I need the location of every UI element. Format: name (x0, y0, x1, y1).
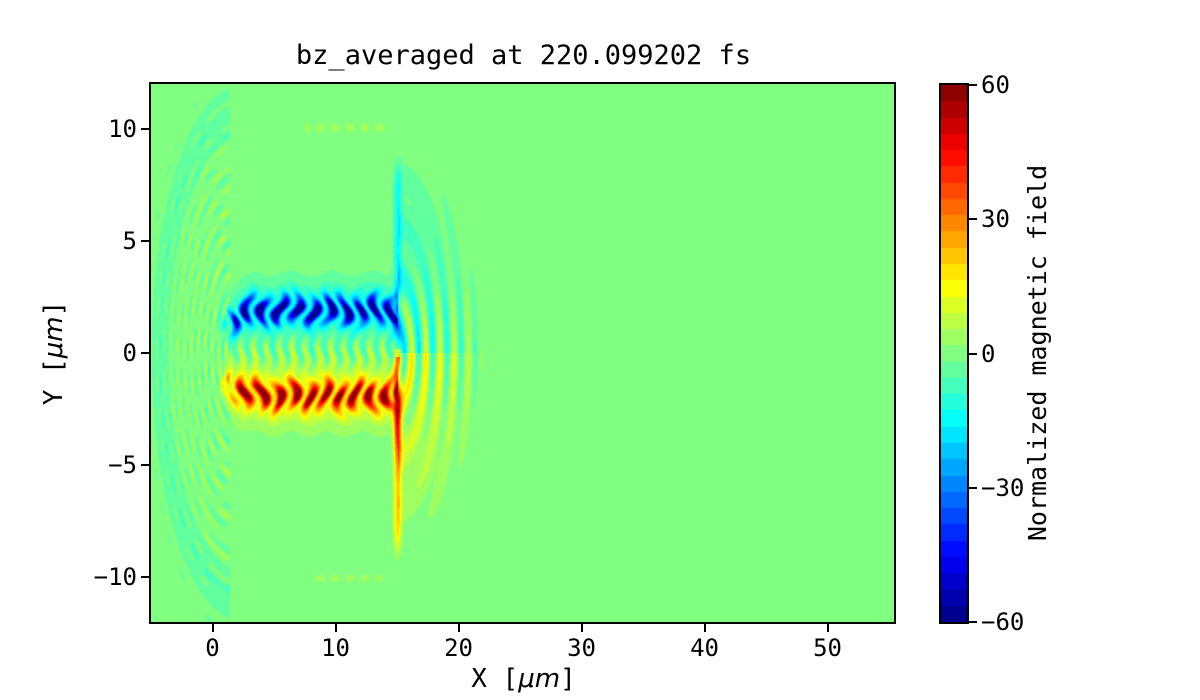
x-tick-mark (703, 624, 706, 632)
plot-area (149, 82, 896, 624)
x-tick-label: 10 (321, 634, 350, 662)
x-axis-label-unit: μm (518, 664, 561, 694)
colorbar-tick-mark (969, 218, 977, 221)
x-tick-mark (457, 624, 460, 632)
x-tick-label: 50 (813, 634, 843, 662)
x-tick-label: 0 (205, 634, 220, 662)
y-tick-label: 0 (122, 339, 137, 367)
colorbar-tick-label: 0 (981, 339, 996, 368)
colorbar-canvas (941, 85, 967, 622)
x-tick-mark (826, 624, 829, 632)
x-axis-label: X [μm] (150, 663, 897, 695)
x-tick-mark (211, 624, 214, 632)
y-tick-label: 10 (108, 114, 137, 143)
x-tick-label: 20 (444, 634, 473, 662)
plot-title: bz_averaged at 220.099202 fs (295, 40, 752, 71)
x-axis-label-suffix: ] (560, 664, 576, 694)
colorbar-tick-label: 60 (981, 71, 1010, 99)
colorbar-tick-label: −30 (981, 473, 1025, 502)
x-tick-mark (334, 624, 337, 632)
x-axis-label-prefix: X [ (471, 664, 519, 694)
colorbar-tick-mark (969, 84, 977, 86)
x-tick-label: 40 (690, 634, 719, 662)
colorbar-tick-mark (969, 352, 977, 355)
y-tick-mark (141, 127, 149, 130)
colorbar-tick-label: −60 (981, 608, 1025, 636)
y-axis-label-suffix: ] (39, 300, 69, 317)
colorbar-tick-mark (969, 486, 977, 489)
x-tick-label: 30 (567, 634, 596, 662)
y-tick-label: −5 (108, 451, 137, 480)
colorbar (939, 83, 969, 624)
y-tick-label: 5 (122, 226, 137, 255)
y-tick-mark (141, 239, 149, 242)
x-tick-mark (580, 624, 583, 632)
y-tick-mark (141, 464, 149, 467)
heatmap-canvas (151, 84, 894, 622)
colorbar-tick-mark (969, 621, 977, 623)
y-tick-mark (141, 576, 149, 579)
colorbar-tick-label: 30 (981, 205, 1010, 234)
y-tick-label: −10 (93, 563, 137, 592)
y-tick-mark (141, 352, 149, 354)
